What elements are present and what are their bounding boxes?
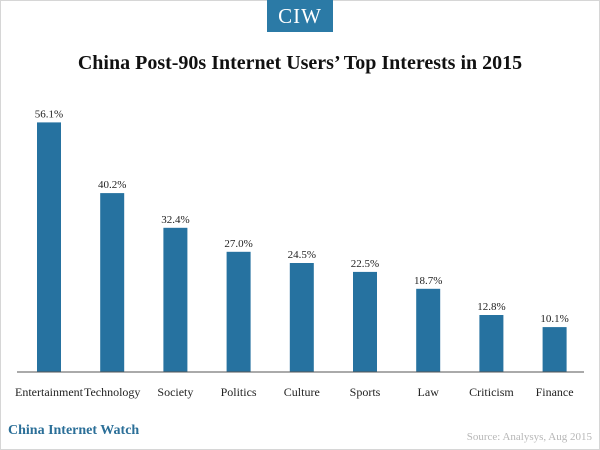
bars-layer [37,122,567,373]
ciw-logo[interactable]: CIW [267,0,333,32]
data-label-criticism: 12.8% [477,301,505,313]
labels-layer: 56.1% Entertainment 40.2% Technology 32.4% So… [15,108,574,399]
bar-criticism [479,315,504,372]
tick-label-finance: Finance [536,385,574,399]
bar-technology [100,193,125,372]
tick-label-politics: Politics [221,385,257,399]
chart-title: China Post-90s Internet Users’ Top Inter… [77,52,523,74]
tick-label-law: Law [418,385,440,399]
data-label-finance: 10.1% [540,313,568,325]
data-label-entertainment: 56.1% [35,108,63,120]
bar-sports [353,271,377,372]
data-label-society: 32.4% [161,214,189,226]
tick-label-culture: Culture [284,385,320,399]
data-label-sports: 22.5% [351,258,379,270]
bar-society [163,227,188,372]
tick-label-sports: Sports [350,385,381,399]
data-label-politics: 27.0% [224,238,252,250]
data-label-technology: 40.2% [98,179,126,191]
brand-watermark[interactable]: China Internet Watch [8,423,140,438]
data-label-culture: 24.5% [288,249,316,261]
tick-label-technology: Technology [84,385,140,399]
bar-culture [289,263,314,372]
bar-law [416,288,441,372]
bar-politics [226,251,251,372]
bar-entertainment [37,122,61,373]
tick-label-criticism: Criticism [469,385,514,399]
tick-label-entertainment: Entertainment [15,385,84,399]
bar-finance [542,327,567,372]
source-note: Source: Analysys, Aug 2015 [466,431,592,443]
data-label-law: 18.7% [414,275,442,287]
tick-label-society: Society [157,385,193,399]
